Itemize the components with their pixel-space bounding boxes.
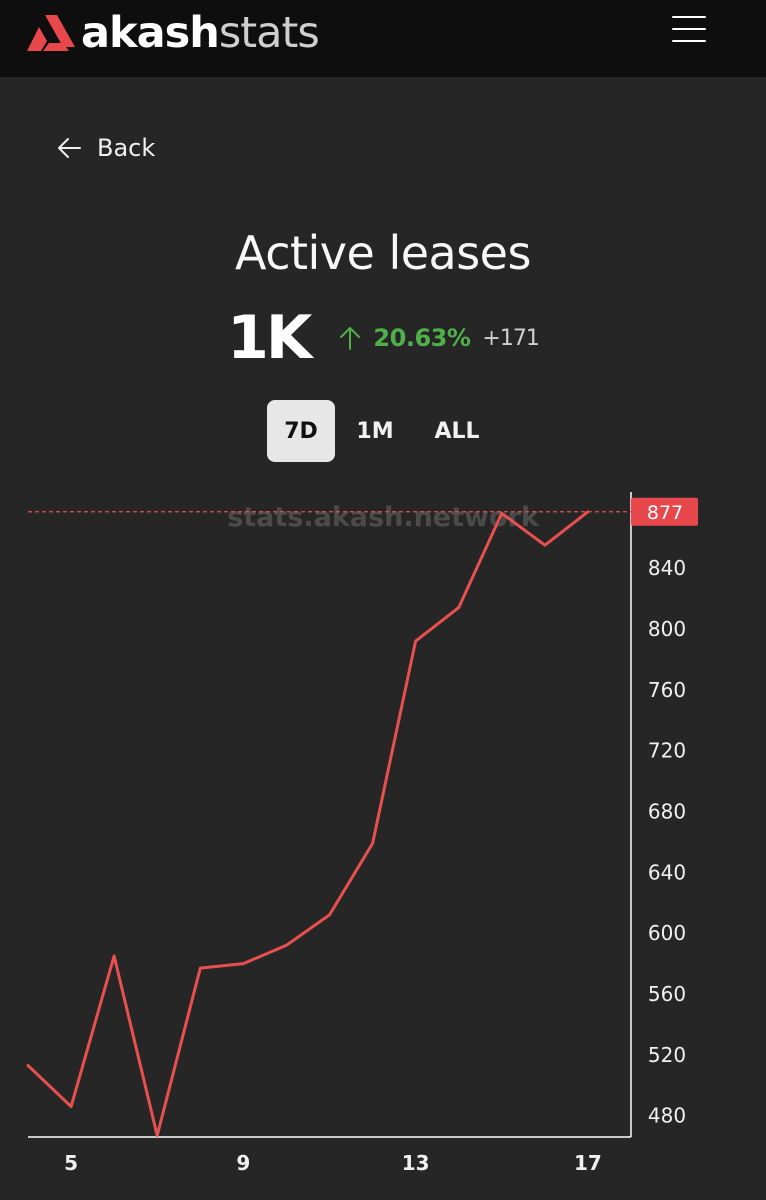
x-tick-label: 17	[574, 1151, 602, 1175]
y-tick-label: 680	[648, 799, 686, 823]
akash-logo-icon	[27, 13, 75, 53]
change-percent: 20.63%	[373, 324, 470, 352]
y-tick-label: 840	[648, 556, 686, 580]
hamburger-menu-icon[interactable]	[668, 12, 710, 46]
y-tick-label: 720	[648, 739, 686, 763]
active-leases-chart[interactable]: stats.akash.network 480 520 560 600 640 680 720…	[0, 480, 766, 1200]
period-7d-button[interactable]: 7D	[267, 400, 335, 462]
stat-summary: 1K 20.63% +171	[0, 303, 766, 373]
arrow-left-icon	[55, 134, 83, 162]
brand-secondary: stats	[219, 8, 319, 58]
brand-primary: akash	[81, 8, 219, 58]
back-label: Back	[97, 134, 155, 162]
y-tick-label: 600	[648, 921, 686, 945]
x-tick-label: 13	[402, 1151, 430, 1175]
change-delta: +171	[482, 326, 538, 351]
x-tick-label: 9	[236, 1151, 250, 1175]
last-value-label: 877	[647, 502, 683, 524]
y-tick-label: 480	[648, 1104, 686, 1128]
stat-value: 1K	[227, 303, 309, 373]
period-all-button[interactable]: ALL	[415, 400, 499, 462]
page-title: Active leases	[0, 226, 766, 280]
chart-watermark: stats.akash.network	[227, 502, 540, 533]
y-tick-label: 520	[648, 1043, 686, 1067]
period-selector: 7D 1M ALL	[267, 400, 499, 462]
y-tick-label: 800	[648, 617, 686, 641]
top-bar: akashstats	[0, 0, 766, 77]
arrow-up-icon	[339, 325, 361, 351]
brand-name: akashstats	[81, 8, 319, 58]
akash-logo[interactable]: akashstats	[27, 8, 319, 58]
y-tick-label: 640	[648, 860, 686, 884]
y-tick-label: 760	[648, 678, 686, 702]
period-1m-button[interactable]: 1M	[335, 400, 415, 462]
back-button[interactable]: Back	[55, 128, 155, 168]
y-tick-label: 560	[648, 982, 686, 1006]
x-tick-label: 5	[64, 1151, 78, 1175]
series-line	[28, 512, 588, 1136]
